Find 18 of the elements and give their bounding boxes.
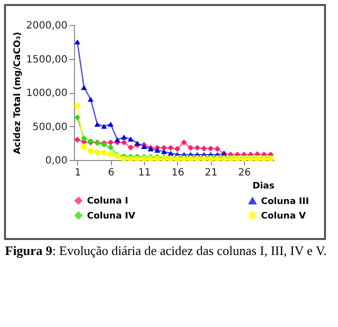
y-tick-label: 500,00: [32, 122, 68, 133]
legend-label: Coluna I: [87, 196, 128, 207]
legend-label: Coluna III: [261, 196, 309, 207]
x-tick-label: 11: [138, 168, 151, 178]
y-tick-label: 1000,00: [26, 88, 68, 99]
y-tick-label: 0,00: [45, 156, 68, 166]
y-axis-title: Acidez Total (mg/CaCO₃): [13, 32, 24, 154]
x-tick-label: 1: [74, 168, 82, 178]
x-tick-label: 26: [238, 168, 251, 178]
y-tick-label: 1500,00: [26, 54, 68, 66]
x-tick-label: 16: [171, 168, 184, 178]
y-tick-label: 2000,00: [26, 20, 68, 32]
x-tick-label: 21: [204, 168, 218, 178]
legend-label: Coluna IV: [87, 212, 136, 222]
x-axis-title: Dias: [252, 182, 274, 192]
x-tick-label: 6: [108, 168, 114, 178]
legend-label: Coluna V: [261, 212, 306, 222]
text: Figura 9: Evolução diária de acidez das colunas I, III, IV e V.: [5, 243, 327, 258]
